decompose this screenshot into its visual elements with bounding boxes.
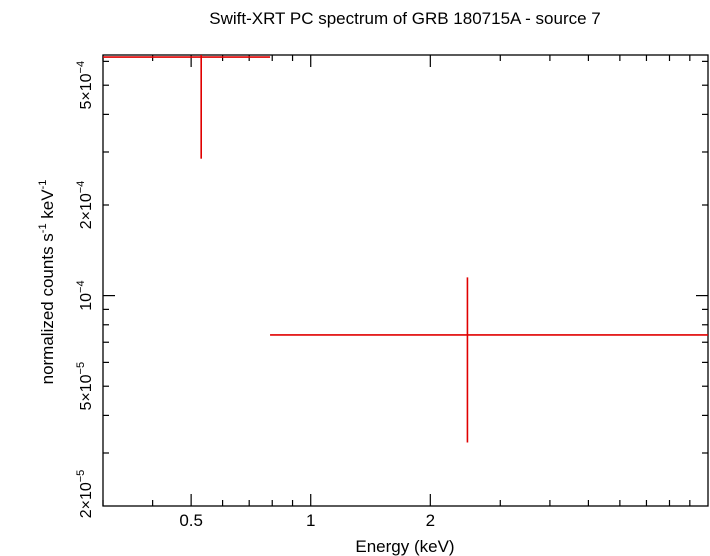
- y-tick-label: 2×10−4: [75, 181, 95, 230]
- x-tick-label: 1: [306, 511, 315, 530]
- y-tick-label: 2×10−5: [75, 470, 95, 519]
- y-tick-label: 10−4: [75, 280, 95, 310]
- y-tick-label: 5×10−5: [75, 362, 95, 411]
- chart-title: Swift-XRT PC spectrum of GRB 180715A - s…: [209, 9, 600, 28]
- axes: 0.5 1 2 2×10−5 5×10−5 10−4 2×10−4 5×10−4: [75, 54, 709, 530]
- data-series: [103, 55, 708, 443]
- x-tick-label: 0.5: [179, 511, 203, 530]
- y-axis-label: normalized counts s-1 keV-1: [37, 180, 57, 385]
- plot-frame: [102, 54, 709, 507]
- y-tick-label: 5×10−4: [75, 61, 95, 110]
- x-tick-label: 2: [426, 511, 435, 530]
- x-axis-label: Energy (keV): [355, 537, 454, 556]
